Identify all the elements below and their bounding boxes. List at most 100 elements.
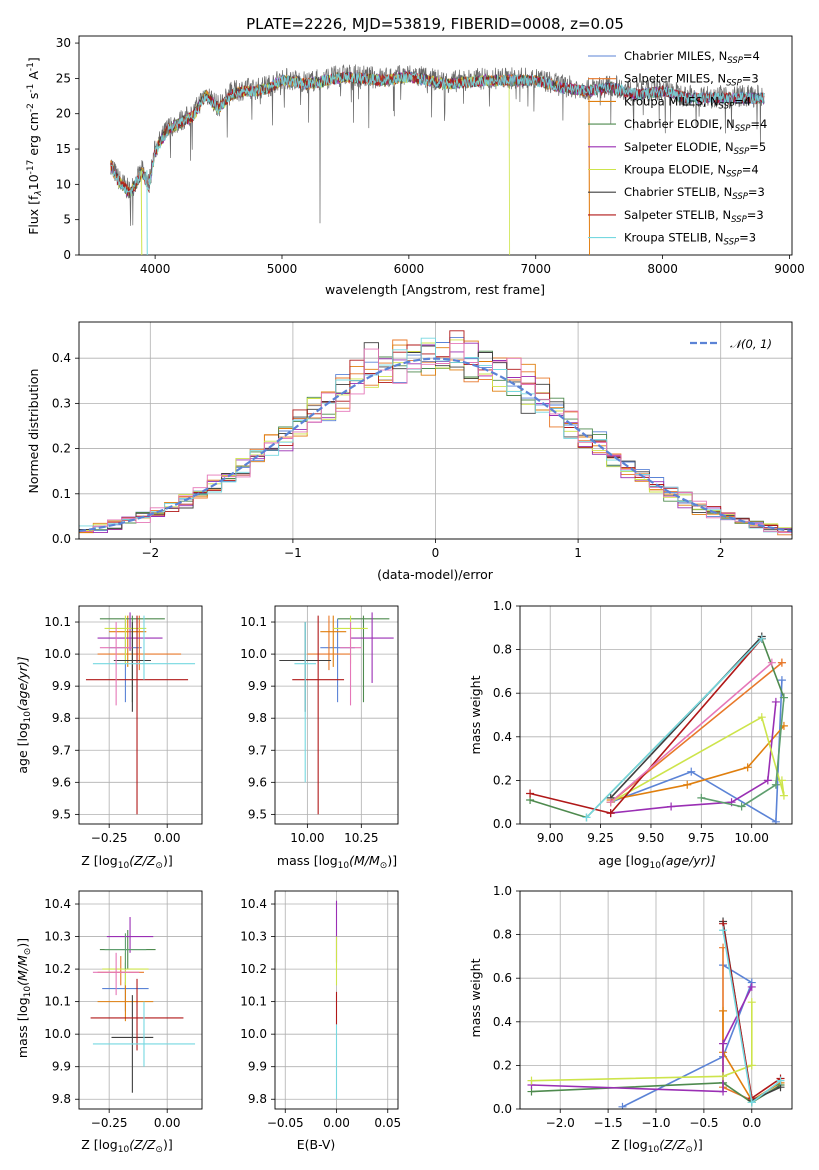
x-tick-label: 4000 xyxy=(140,262,171,276)
y-tick-label: 10 xyxy=(56,177,71,191)
y-tick-label: 0.0 xyxy=(52,532,71,546)
y-tick-label: 25 xyxy=(56,71,71,85)
residual-xlabel: (data-model)/error xyxy=(377,567,494,582)
x-tick-label: 0.00 xyxy=(154,1116,181,1130)
y-tick-label: 10.1 xyxy=(44,995,71,1009)
x-tick-label: 5000 xyxy=(267,262,298,276)
mass-xlabel: mass [log10(M/M⊙)] xyxy=(277,853,397,871)
y-tick-label: 0.8 xyxy=(493,643,512,657)
x-tick-label: −0.05 xyxy=(267,1116,304,1130)
series-marker xyxy=(771,697,780,706)
y-tick-label: 10.0 xyxy=(44,647,71,661)
figure-title: PLATE=2226, MJD=53819, FIBERID=0008, z=0… xyxy=(246,15,624,33)
x-tick-label: 9.50 xyxy=(638,831,665,845)
series-marker xyxy=(763,776,772,785)
series-marker xyxy=(771,817,780,824)
x-tick-label: 0.05 xyxy=(374,1116,401,1130)
spectrum-xlabel: wavelength [Angstrom, rest frame] xyxy=(325,282,545,297)
ebv-xlabel: E(B-V) xyxy=(297,1137,336,1152)
series-line xyxy=(701,697,785,808)
mass-weight-vs-age-panel: 9.00 9.25 9.50 9.75 10.00 0.0 0.2 0.4 0.6 0.8 1.0 xyxy=(493,599,793,845)
spectrum-lines xyxy=(110,64,765,255)
x-tick-label: 1 xyxy=(574,546,582,560)
spectrum-ticks: 4000 5000 6000 7000 8000 9000 0 5 10 15 20 25 30 xyxy=(56,36,805,276)
y-tick-label: 0.4 xyxy=(493,1015,512,1029)
series-marker xyxy=(719,1039,728,1048)
series-marker xyxy=(777,676,786,685)
y-tick-label: 10.1 xyxy=(44,615,71,629)
z-xlabel-bottom: Z [log10(Z/Z⊙)] xyxy=(81,1137,172,1155)
series-marker xyxy=(747,1098,756,1107)
series-marker xyxy=(747,1061,756,1070)
y-tick-label: 10.3 xyxy=(240,930,267,944)
series-marker xyxy=(777,658,786,667)
series-marker xyxy=(687,767,696,776)
series-marker xyxy=(582,813,591,822)
series-marker xyxy=(767,658,776,667)
y-tick-label: 9.9 xyxy=(248,1060,267,1074)
plot-marks xyxy=(279,612,394,815)
y-tick-label: 9.7 xyxy=(52,743,71,757)
mass-weight-ylabel-bottom: mass weight xyxy=(468,958,483,1037)
y-tick-label: 9.5 xyxy=(248,807,267,821)
y-tick-label: 0.1 xyxy=(52,487,71,501)
y-tick-label: 0.4 xyxy=(52,351,71,365)
y-tick-label: 10.2 xyxy=(44,962,71,976)
series-marker xyxy=(747,982,756,991)
spectrum-model-line xyxy=(110,72,765,197)
plot-marks xyxy=(90,917,196,1093)
series-line xyxy=(585,638,763,819)
y-tick-label: 9.8 xyxy=(248,711,267,725)
y-tick-label: 0.2 xyxy=(493,1058,512,1072)
x-tick-label: 7000 xyxy=(520,262,551,276)
y-tick-label: 0.6 xyxy=(493,686,512,700)
series-marker xyxy=(527,1076,536,1085)
axes-frame xyxy=(78,605,203,825)
x-tick-label: −1.0 xyxy=(641,1116,670,1130)
spectrum-model-line xyxy=(110,70,765,197)
z-xlabel-top: Z [log10(Z/Z⊙)] xyxy=(81,853,172,871)
y-tick-label: 9.8 xyxy=(248,1092,267,1106)
residual-histograms xyxy=(79,330,792,536)
y-tick-label: 9.9 xyxy=(52,1060,71,1074)
y-tick-label: 10.1 xyxy=(240,995,267,1009)
normal-legend-label: 𝒩(0, 1) xyxy=(730,337,772,351)
residual-histogram xyxy=(79,339,792,531)
x-tick-label: 9.75 xyxy=(688,831,715,845)
y-tick-label: 0.2 xyxy=(52,442,71,456)
series-marker xyxy=(667,802,676,811)
y-tick-label: 10.0 xyxy=(44,1027,71,1041)
axes-frame xyxy=(519,605,793,825)
y-tick-label: 0.6 xyxy=(493,971,512,985)
legend-entry: Kroupa STELIB, NSSP=3 xyxy=(624,231,756,248)
series-marker xyxy=(737,802,746,811)
y-tick-label: 5 xyxy=(63,213,71,227)
y-tick-label: 1.0 xyxy=(493,599,512,613)
y-tick-label: 20 xyxy=(56,107,71,121)
y-tick-label: 10.4 xyxy=(44,897,71,911)
series-marker xyxy=(776,1076,785,1085)
residual-histogram xyxy=(79,350,792,535)
series-marker xyxy=(779,693,788,702)
axes-frame xyxy=(274,605,399,825)
x-tick-label: 2 xyxy=(717,546,725,560)
x-tick-label: −0.5 xyxy=(689,1116,718,1130)
x-tick-label: 10.25 xyxy=(344,831,378,845)
series-marker xyxy=(771,780,780,789)
legend-entry: Kroupa ELODIE, NSSP=4 xyxy=(624,163,759,180)
y-tick-label: 9.6 xyxy=(248,775,267,789)
y-tick-label: 9.7 xyxy=(248,743,267,757)
series-marker xyxy=(606,809,615,818)
legend-entry: Salpeter ELODIE, NSSP=5 xyxy=(624,140,766,157)
legend-entry: Chabrier ELODIE, NSSP=4 xyxy=(624,117,767,134)
mass-weight-vs-z-panel: −2.0 −1.5 −1.0 −0.5 0.0 0.0 0.2 0.4 0.6 0.8 1.0 xyxy=(493,884,793,1130)
spectrum-plunge xyxy=(140,170,143,255)
mass-ylabel: mass [log10(M/M⊙)] xyxy=(15,938,33,1058)
y-tick-label: 0.0 xyxy=(493,1102,512,1116)
y-tick-label: 10.1 xyxy=(240,615,267,629)
mass-vs-ebv-panel: −0.05 0.00 0.05 9.8 9.9 10.0 10.1 10.2 10.3 10.4 xyxy=(240,890,401,1130)
axes-frame xyxy=(78,890,203,1110)
x-tick-label: 0 xyxy=(432,546,440,560)
series-line xyxy=(610,716,785,803)
